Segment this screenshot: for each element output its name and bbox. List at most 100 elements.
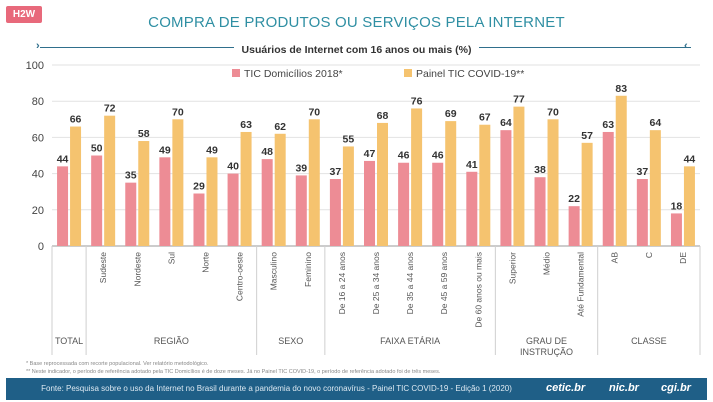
data-label: 57 (581, 130, 593, 142)
legend-label-2: Painel TIC COVID-19** (416, 68, 524, 80)
category-label: Até Fundamental (576, 252, 586, 317)
chart-subtitle: Usuários de Internet com 16 anos ou mais… (0, 40, 713, 58)
page-title: COMPRA DE PRODUTOS OU SERVIÇOS PELA INTE… (148, 14, 565, 31)
category-label: Superior (507, 252, 517, 284)
data-label: 64 (500, 117, 512, 129)
chevron-left-icon: ‹ (684, 40, 688, 52)
bar-tic (261, 159, 273, 246)
bar-covid (649, 130, 661, 246)
category-label: De 16 a 24 anos (337, 252, 347, 314)
data-label: 46 (432, 150, 444, 162)
category-label: Nordeste (132, 252, 142, 287)
bar-covid (342, 146, 354, 246)
data-label: 62 (274, 121, 286, 133)
data-label: 37 (330, 166, 342, 178)
group-label: CLASSE (631, 336, 667, 346)
logo-cetic: cetic.br (546, 382, 586, 394)
bar-chart: 0 20 40 60 80 100 TIC Domicílios 2018* Painel T… (26, 60, 701, 357)
logo-nic: nic.br (609, 382, 639, 394)
data-label: 18 (671, 200, 683, 212)
bar-tic (568, 206, 580, 246)
bar-covid (308, 119, 320, 246)
bar-covid (615, 95, 627, 247)
data-label: 55 (343, 133, 355, 145)
bar-covid (377, 122, 388, 246)
data-label: 69 (445, 108, 457, 120)
bar-covid (206, 157, 218, 246)
footer-source: Fonte: Pesquisa sobre o uso da Internet … (41, 384, 512, 393)
brand-badge: H2W (6, 6, 42, 23)
bar-tic (227, 173, 239, 246)
bar-covid (138, 141, 150, 246)
legend-label-1: TIC Domicílios 2018* (244, 68, 343, 80)
bar-tic (534, 177, 546, 246)
y-tick-label: 60 (32, 132, 44, 144)
bar-tic (329, 179, 341, 246)
bar-covid (70, 126, 82, 246)
data-label: 77 (513, 94, 525, 106)
data-label: 44 (57, 153, 69, 165)
data-label: 70 (547, 106, 559, 118)
group-label: SEXO (278, 336, 303, 346)
data-label: 29 (193, 181, 205, 193)
bar-covid (581, 142, 593, 246)
bar-covid (172, 119, 184, 246)
data-label: 46 (398, 150, 410, 162)
bar-tic (398, 162, 410, 246)
data-label: 58 (138, 128, 150, 140)
footnote-1: * Base reprocessada com recorte populaci… (26, 361, 209, 367)
data-label: 67 (479, 112, 491, 124)
bar-tic (364, 160, 375, 246)
bar-tic (295, 175, 307, 246)
category-label: AB (610, 252, 620, 264)
category-label: De 60 anos ou mais (473, 252, 483, 328)
bar-covid (547, 119, 559, 246)
data-label: 68 (377, 110, 389, 122)
y-tick-label: 100 (26, 60, 44, 72)
legend-swatch-1 (232, 69, 240, 77)
y-tick-label: 0 (38, 241, 44, 253)
bar-tic (57, 166, 69, 246)
category-label: De 45 a 59 anos (439, 252, 449, 314)
data-label: 70 (172, 106, 184, 118)
data-label: 76 (411, 95, 423, 107)
data-label: 49 (206, 144, 218, 156)
y-tick-label: 40 (32, 169, 44, 181)
data-label: 63 (240, 119, 252, 131)
footnote-2: ** Neste indicador, o período de referên… (26, 369, 441, 375)
bar-tic (125, 182, 137, 246)
category-label: Sul (166, 252, 176, 264)
bar-tic (636, 179, 648, 246)
logo-cgi: cgi.br (661, 382, 691, 394)
bar-tic (432, 162, 444, 246)
bar-covid (274, 133, 286, 246)
bar-tic (500, 130, 512, 246)
data-label: 63 (602, 119, 614, 131)
bar-covid (445, 121, 457, 246)
data-label: 64 (649, 117, 661, 129)
bar-covid (479, 124, 491, 246)
data-label: 40 (227, 161, 239, 173)
data-label: 49 (159, 144, 171, 156)
category-label: De 25 a 34 anos (371, 252, 381, 314)
y-tick-label: 20 (32, 205, 44, 217)
category-label: Médio (542, 252, 552, 275)
category-label: Sudeste (98, 252, 108, 283)
data-label: 38 (534, 164, 546, 176)
group-label: TOTAL (55, 336, 83, 346)
category-label: Norte (200, 252, 210, 273)
data-label: 22 (568, 193, 580, 205)
bar-tic (91, 155, 103, 246)
data-label: 39 (295, 162, 307, 174)
data-label: 66 (70, 114, 82, 126)
bar-tic (159, 157, 171, 246)
data-label: 70 (308, 106, 320, 118)
category-label: Feminino (303, 252, 313, 287)
group-label: FAIXA ETÁRIA (380, 336, 440, 346)
legend-swatch-2 (404, 69, 412, 77)
bar-tic (602, 131, 614, 246)
y-tick-label: 80 (32, 96, 44, 108)
data-label: 47 (364, 148, 376, 160)
data-label: 41 (466, 159, 478, 171)
footer-bar: Fonte: Pesquisa sobre o uso da Internet … (6, 378, 707, 400)
